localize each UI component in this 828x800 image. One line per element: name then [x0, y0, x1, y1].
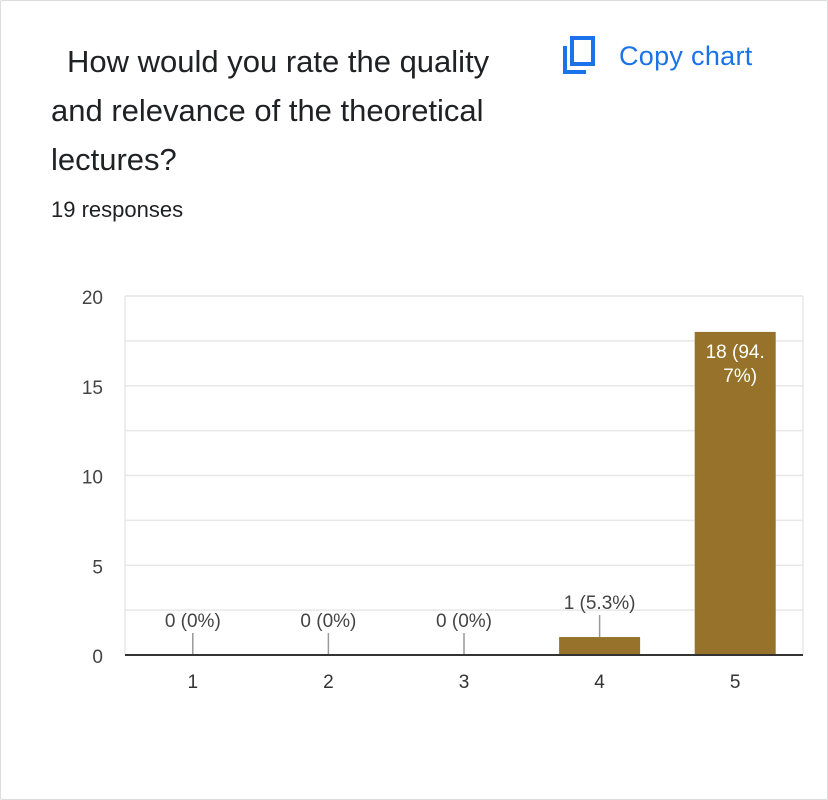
- bar-data-label: 0 (0%): [300, 611, 356, 632]
- bar: [559, 637, 641, 655]
- bar-data-label: 0 (0%): [436, 611, 492, 632]
- bar-data-label: 1 (5.3%): [564, 593, 636, 614]
- y-tick-label: 20: [82, 288, 103, 309]
- question-title: How would you rate the quality and relev…: [51, 44, 490, 177]
- y-tick-label: 0: [92, 647, 103, 668]
- x-tick-label: 3: [459, 672, 470, 693]
- y-tick-label: 15: [82, 378, 103, 399]
- bar: [694, 331, 776, 655]
- bar-data-label: 18 (94. 7%): [706, 342, 765, 387]
- y-tick-label: 10: [82, 468, 103, 489]
- bar-data-label: 0 (0%): [165, 611, 221, 632]
- x-tick-label: 2: [323, 672, 334, 693]
- response-count: 19 responses: [51, 197, 184, 222]
- copy-chart-label: Copy chart: [619, 40, 753, 71]
- x-tick-label: 1: [188, 672, 199, 693]
- y-tick-label: 5: [92, 557, 103, 578]
- x-tick-label: 5: [730, 672, 741, 693]
- copy-chart-button[interactable]: Copy chart: [557, 33, 753, 79]
- x-tick-label: 4: [594, 672, 605, 693]
- copy-icon: [563, 36, 595, 74]
